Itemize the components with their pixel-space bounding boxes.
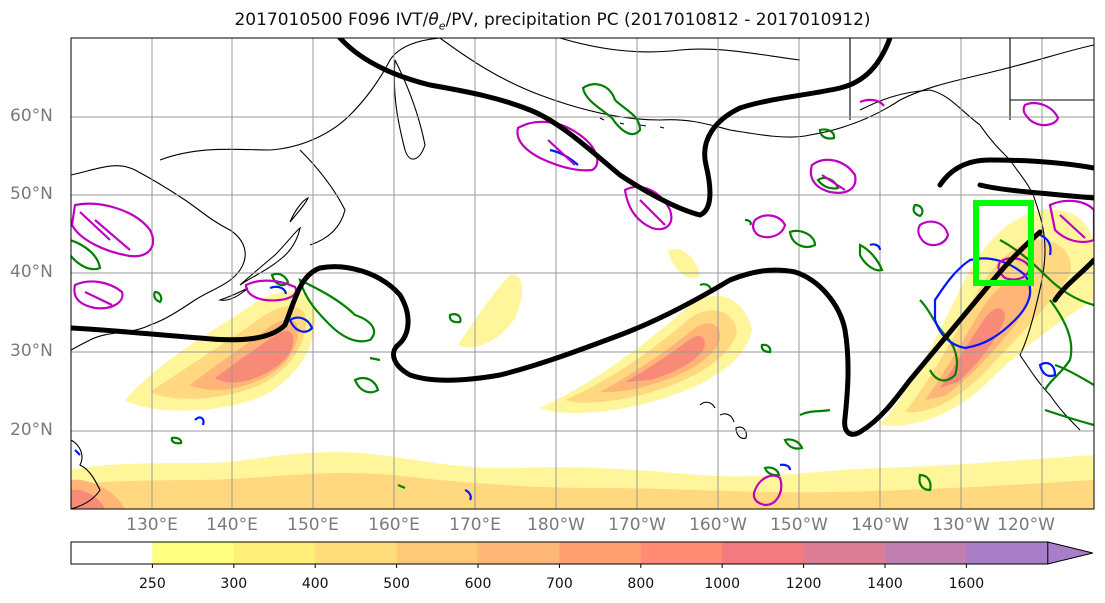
colorbar-label: 1200 [785,576,822,592]
lat-label-20n: 20°N [10,420,53,440]
colorbar-segment [885,542,967,564]
colorbar-label: 1000 [704,576,741,592]
colorbar-label: 250 [139,576,166,592]
colorbar-label: 800 [627,576,655,592]
lon-label-170e: 170°E [449,515,501,535]
colorbar-segment [640,542,723,564]
lon-label-150e: 150°E [287,515,339,535]
colorbar-label: 300 [220,576,248,592]
colorbar-label: 600 [464,576,492,592]
lon-label-140e: 140°E [206,515,258,535]
colorbar-label: 1400 [867,576,903,592]
lon-label-120w: 120°W [997,515,1055,535]
colorbar-segment [315,542,398,564]
lon-label-160w: 160°W [689,515,747,535]
lon-label-150w: 150°W [770,515,828,535]
lat-label-30n: 30°N [10,341,53,361]
lon-label-140w: 140°W [851,515,909,535]
colorbar-segment [478,542,560,564]
lat-label-60n: 60°N [10,106,53,126]
colorbar-segment [71,542,153,564]
colorbar-label: 400 [301,576,329,592]
colorbar-segment [966,542,1049,564]
lon-label-160e: 160°E [368,515,420,535]
colorbar-segment [233,542,316,564]
colorbar-segment [559,542,642,564]
colorbar-segment [722,542,805,564]
colorbar-label: 700 [546,576,573,592]
theta-e-contour [71,38,1094,437]
colorbar-extend-arrow [1047,541,1093,565]
colorbar-label: 500 [383,576,410,592]
lon-label-170w: 170°W [608,515,666,535]
coastlines [71,38,1094,509]
colorbar-label: 1600 [948,576,985,592]
lat-label-50n: 50°N [10,184,53,204]
map-title: 2017010500 F096 IVT/θe/PV, precipitation… [234,10,871,33]
lon-label-130w: 130°W [932,515,990,535]
lat-label-40n: 40°N [10,262,53,282]
lon-label-130e: 130°E [126,515,178,535]
colorbar-segment [803,542,886,564]
pv-contours-blue [74,148,1057,501]
target-region-box [973,200,1034,286]
map-frame [70,37,1095,510]
lon-label-180w: 180°W [527,515,585,535]
colorbar [70,541,1093,568]
colorbar-segment [152,542,235,564]
colorbar-segment [396,542,479,564]
